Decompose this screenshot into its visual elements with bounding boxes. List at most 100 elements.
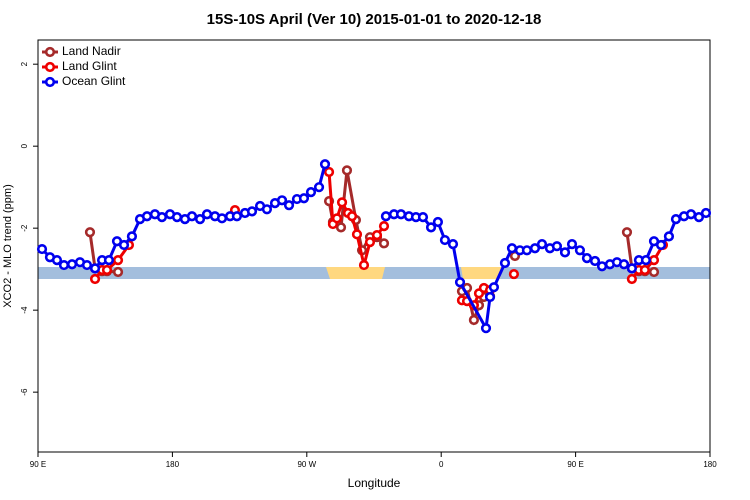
point xyxy=(395,209,407,220)
point xyxy=(521,245,533,256)
point xyxy=(118,239,130,251)
point xyxy=(371,230,383,241)
point xyxy=(231,211,243,222)
x-tick-label: 180 xyxy=(166,460,180,469)
point xyxy=(499,257,511,269)
point xyxy=(618,259,630,270)
legend-label: Ocean Glint xyxy=(62,74,126,88)
point xyxy=(621,227,633,238)
point xyxy=(529,243,541,254)
point xyxy=(171,211,183,223)
point xyxy=(536,239,548,250)
point xyxy=(670,214,682,225)
point xyxy=(508,268,520,280)
point xyxy=(341,165,353,176)
point xyxy=(506,243,518,254)
point xyxy=(186,211,198,222)
y-tick-label: 0 xyxy=(20,143,29,148)
point xyxy=(298,193,310,204)
point xyxy=(58,259,70,271)
point xyxy=(89,263,101,274)
point xyxy=(378,221,390,232)
point xyxy=(84,227,96,238)
point xyxy=(484,291,496,303)
y-axis-label: XCO2 - MLO trend (ppm) xyxy=(2,184,14,307)
point xyxy=(89,273,101,285)
series-line xyxy=(40,163,707,333)
point xyxy=(480,323,492,334)
point xyxy=(358,259,370,271)
point xyxy=(648,266,660,278)
point xyxy=(589,255,601,267)
x-tick-label: 90 E xyxy=(30,460,46,469)
point xyxy=(246,206,258,217)
point xyxy=(700,207,712,219)
x-tick-label: 90 W xyxy=(297,460,316,469)
plot-frame xyxy=(37,39,711,453)
legend-marker xyxy=(44,76,56,88)
point xyxy=(66,259,78,270)
point xyxy=(261,204,273,215)
point xyxy=(36,243,48,255)
point xyxy=(639,264,650,276)
point xyxy=(425,222,437,233)
point xyxy=(331,213,343,224)
point xyxy=(323,166,335,178)
point xyxy=(103,255,115,266)
point xyxy=(283,200,295,211)
point xyxy=(447,239,459,250)
point xyxy=(194,214,206,225)
point xyxy=(439,234,451,246)
point xyxy=(141,211,153,222)
legend-marker xyxy=(44,61,56,73)
y-tick-label: 2 xyxy=(20,61,29,66)
point xyxy=(276,195,288,206)
point xyxy=(112,266,124,278)
legend-marker xyxy=(44,46,56,58)
y-tick-label: -6 xyxy=(20,388,29,396)
point xyxy=(566,239,578,250)
point xyxy=(112,255,124,266)
point xyxy=(305,186,317,198)
point xyxy=(432,216,444,228)
point xyxy=(551,241,563,252)
point xyxy=(156,211,168,223)
point xyxy=(488,282,500,293)
point xyxy=(364,237,376,248)
x-tick-label: 180 xyxy=(703,460,717,469)
point xyxy=(626,273,637,285)
point xyxy=(685,209,697,220)
point xyxy=(336,197,348,208)
point xyxy=(346,211,358,222)
x-tick-label: 0 xyxy=(439,460,444,469)
chart-title: 15S-10S April (Ver 10) 2015-01-01 to 202… xyxy=(207,11,542,28)
legend-label: Land Nadir xyxy=(62,44,121,58)
legend-label: Land Glint xyxy=(62,59,117,73)
point xyxy=(101,264,113,276)
point xyxy=(351,229,363,240)
land-band xyxy=(461,267,503,279)
x-tick-label: 90 E xyxy=(567,460,583,469)
land-band xyxy=(326,267,385,279)
point xyxy=(574,245,586,256)
point xyxy=(640,255,652,266)
point xyxy=(378,238,390,249)
point xyxy=(51,255,63,266)
point xyxy=(559,247,571,258)
point xyxy=(216,213,228,224)
y-tick-label: -4 xyxy=(20,306,29,314)
point xyxy=(663,231,675,242)
point xyxy=(648,255,660,266)
point xyxy=(319,159,331,170)
x-axis-label: Longitude xyxy=(348,476,401,490)
point xyxy=(380,211,392,222)
point xyxy=(335,222,347,233)
point xyxy=(596,261,608,272)
point xyxy=(468,314,480,326)
y-tick-label: -2 xyxy=(20,224,29,232)
point xyxy=(655,239,667,251)
point xyxy=(454,277,466,288)
point xyxy=(626,263,637,274)
point xyxy=(313,182,325,193)
